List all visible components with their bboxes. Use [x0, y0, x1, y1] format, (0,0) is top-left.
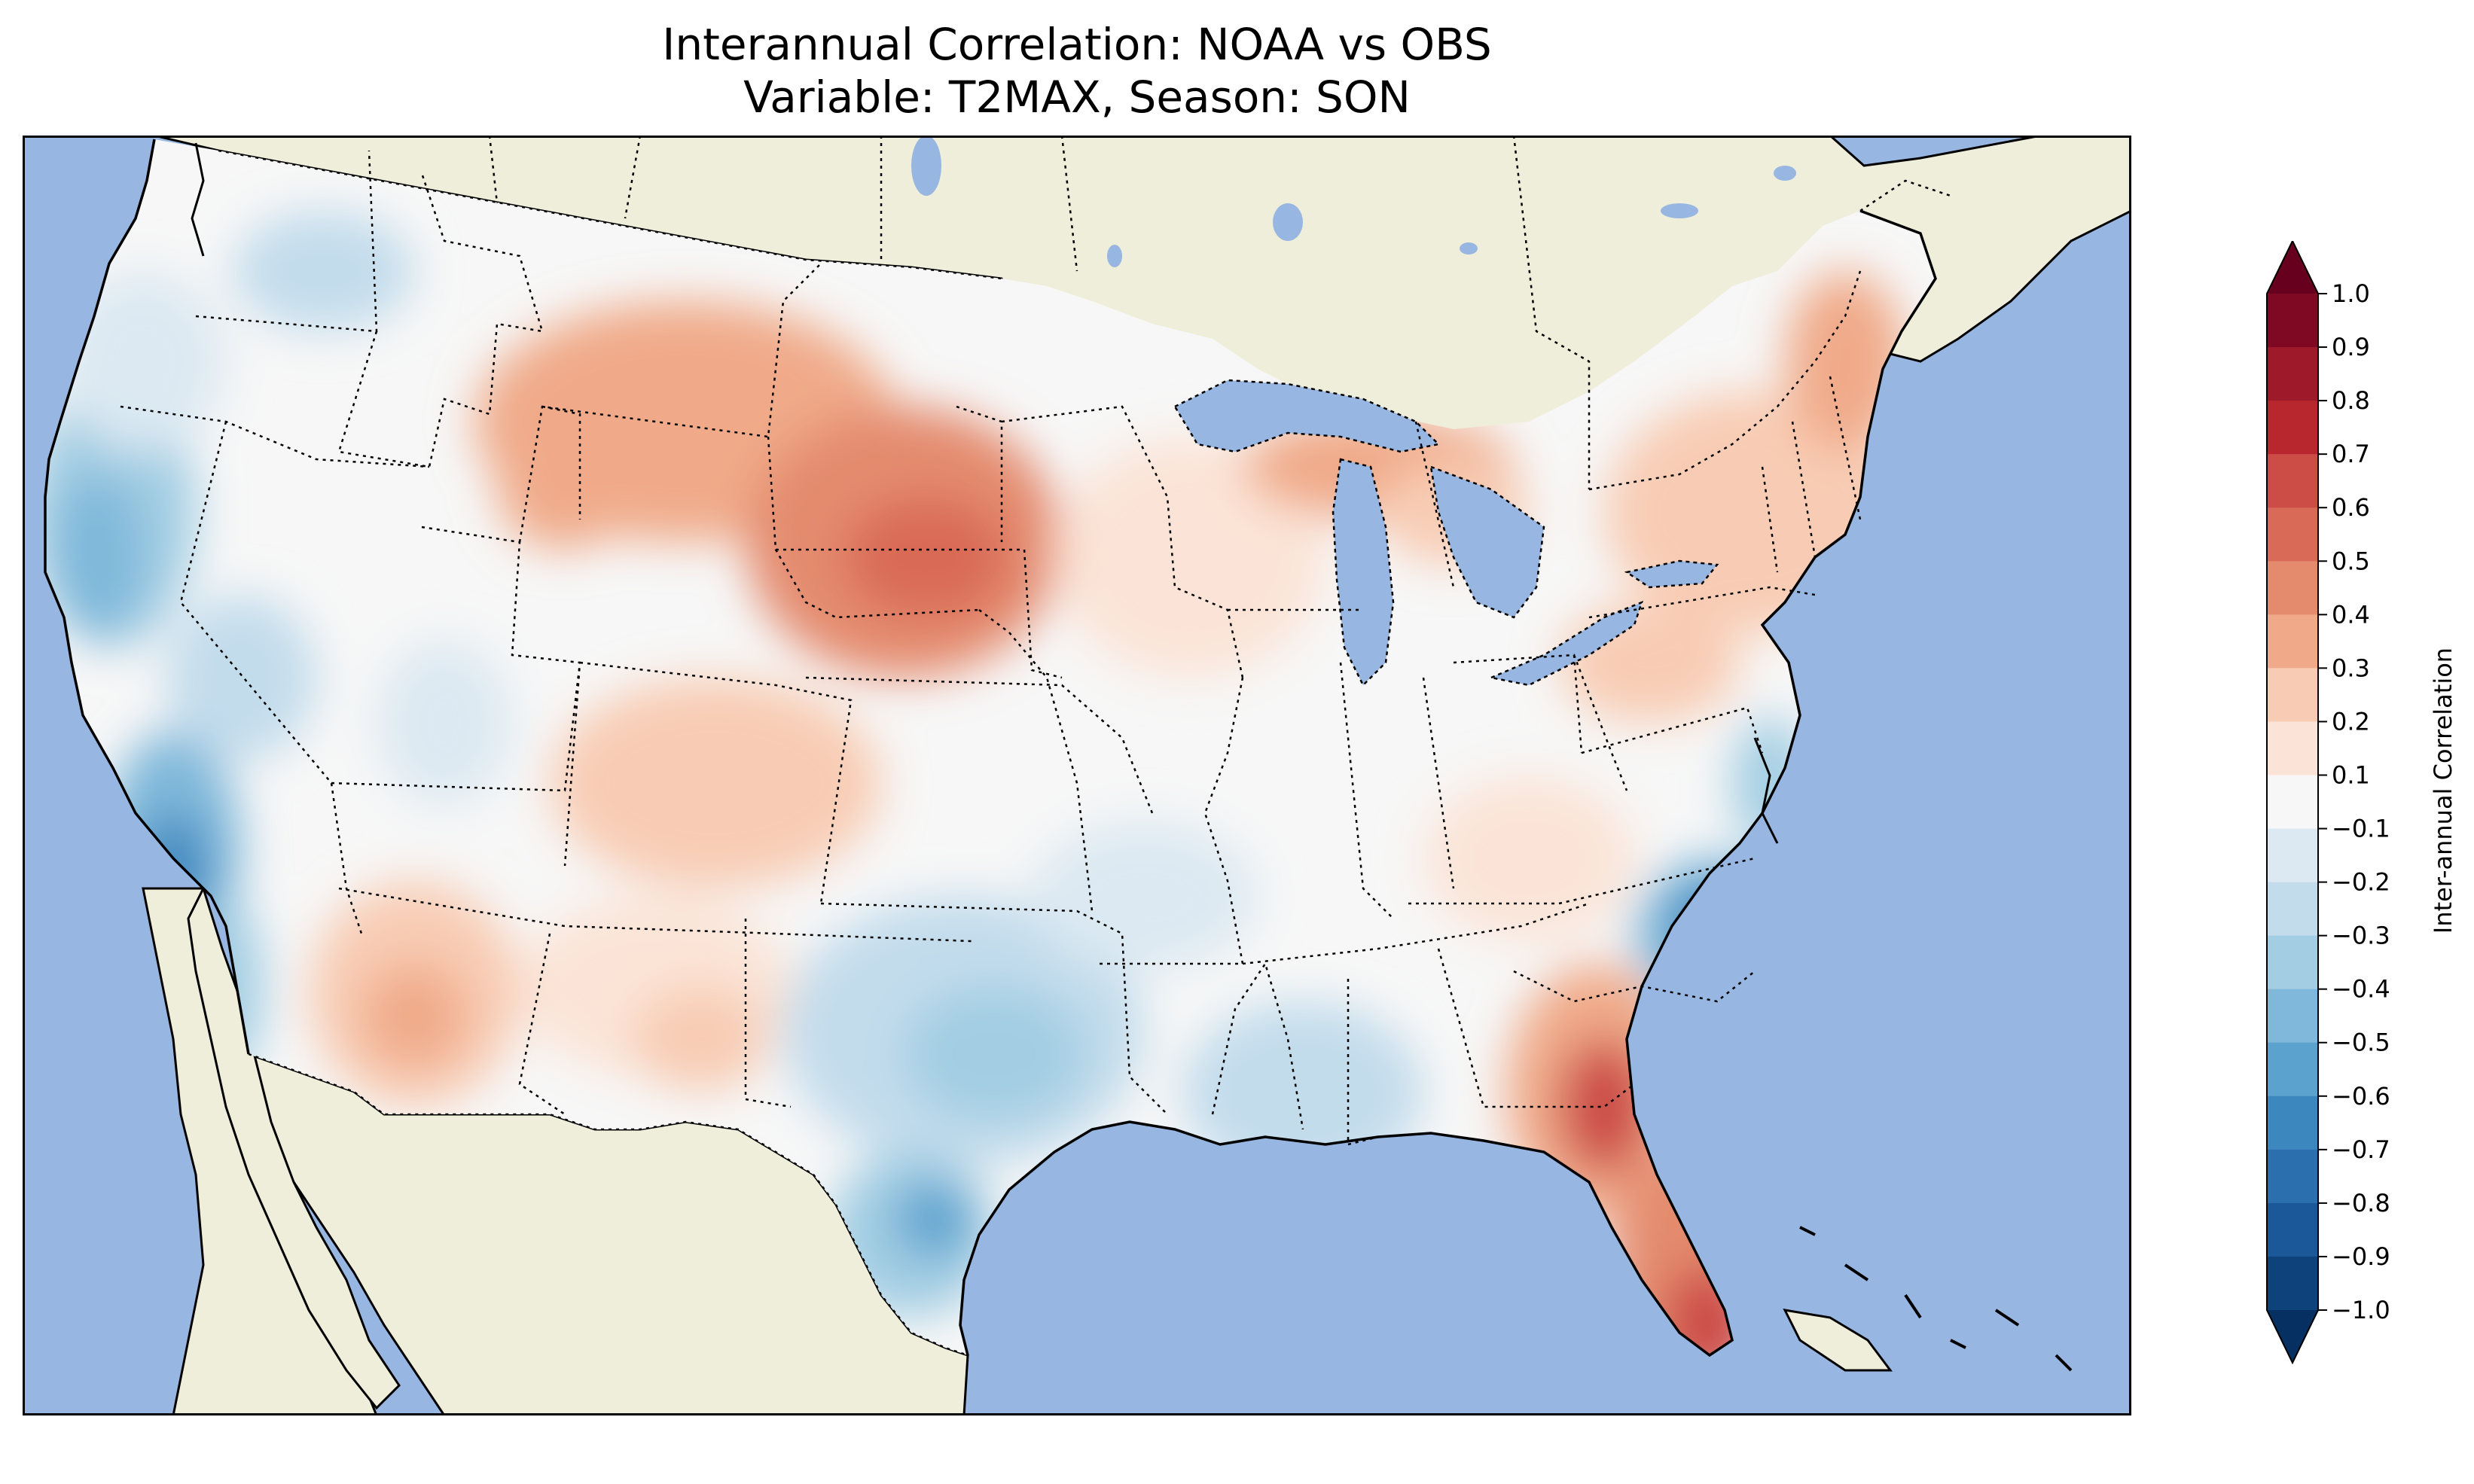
colorbar-tick-label: 0.4	[2332, 600, 2370, 629]
colorbar-tick-label: −1.0	[2332, 1296, 2390, 1324]
colorbar: 1.0 0.9 0.8 0.7 0.6 0.5 0.4 0.3 0.2 0.1 −0.1 −0.2 −0…	[2266, 241, 2457, 1365]
colorbar-band	[2267, 347, 2318, 401]
colorbar-band	[2267, 935, 2318, 990]
lake-huron	[1429, 465, 1545, 619]
colorbar-tick-label: 0.9	[2332, 333, 2370, 361]
colorbar-tick-label: −0.2	[2332, 868, 2390, 897]
colorbar-band	[2267, 454, 2318, 508]
colorbar-tick-label: −0.8	[2332, 1189, 2390, 1217]
lake-michigan	[1332, 458, 1395, 687]
chart-title-line-1: Interannual Correlation: NOAA vs OBS	[662, 19, 1492, 70]
colorbar-band	[2267, 989, 2318, 1044]
colorbar-band	[2267, 1042, 2318, 1097]
state-borders	[120, 150, 1862, 1146]
colorbar-band	[2267, 775, 2318, 830]
colorbar-tick-label: −0.6	[2332, 1082, 2390, 1111]
colorbar-tick-label: −0.7	[2332, 1135, 2390, 1164]
colorbar-band	[2267, 1256, 2318, 1311]
colorbar-tick-label: −0.1	[2332, 815, 2390, 843]
colorbar-band	[2267, 614, 2318, 669]
province-borders	[488, 136, 1951, 489]
colorbar-band	[2267, 1149, 2318, 1204]
colorbar-label: Inter-annual Correlation	[2429, 648, 2457, 934]
colorbar-band	[2267, 401, 2318, 455]
colorbar-tick-label: 0.5	[2332, 547, 2370, 575]
colorbar-extend-min	[2267, 1310, 2318, 1363]
colorbar-tick-label: −0.3	[2332, 922, 2390, 950]
colorbar-bands	[2266, 241, 2319, 1365]
colorbar-tick-label: 0.8	[2332, 386, 2370, 415]
colorbar-band	[2267, 507, 2318, 562]
colorbar-tick-label: −0.9	[2332, 1242, 2390, 1271]
colorbar-tick-label: 0.7	[2332, 440, 2370, 468]
colorbar-band	[2267, 828, 2318, 883]
colorbar-tick-label: −0.5	[2332, 1028, 2390, 1057]
colorbar-band	[2267, 882, 2318, 937]
lake-erie	[1487, 600, 1644, 687]
colorbar-ticks: 1.0 0.9 0.8 0.7 0.6 0.5 0.4 0.3 0.2 0.1 −0.1 −0.2 −0…	[2318, 279, 2390, 1324]
great-lakes	[1173, 379, 1719, 687]
canadian-lakes	[911, 136, 1796, 267]
international-border	[218, 149, 1862, 1357]
bahamas-islands	[1799, 1226, 2073, 1372]
colorbar-band	[2267, 1202, 2318, 1257]
lake-superior	[1173, 379, 1441, 453]
lake-ontario	[1624, 559, 1719, 589]
colorbar-tick-label: 0.1	[2332, 760, 2370, 789]
map-frame	[23, 136, 2131, 1415]
colorbar-tick-label: 0.3	[2332, 654, 2370, 682]
colorbar-tick-label: 1.0	[2332, 279, 2370, 308]
cuba-land	[1783, 1309, 1893, 1372]
colorbar-tick-label: 0.2	[2332, 707, 2370, 736]
colorbar-extend-max	[2267, 241, 2318, 294]
puget-sound	[191, 142, 205, 257]
chesapeake-bay	[1753, 737, 1779, 844]
usa-coastline	[44, 139, 1937, 1358]
chart-title-line-2: Variable: T2MAX, Season: SON	[743, 72, 1411, 123]
colorbar-tick-label: −0.4	[2332, 975, 2390, 1004]
colorbar-band	[2267, 1095, 2318, 1150]
colorbar-band	[2267, 294, 2318, 348]
colorbar-band	[2267, 721, 2318, 776]
colorbar-band	[2267, 561, 2318, 615]
colorbar-tick-label: 0.6	[2332, 493, 2370, 522]
map-panel	[23, 136, 2131, 1415]
colorbar-band	[2267, 668, 2318, 723]
